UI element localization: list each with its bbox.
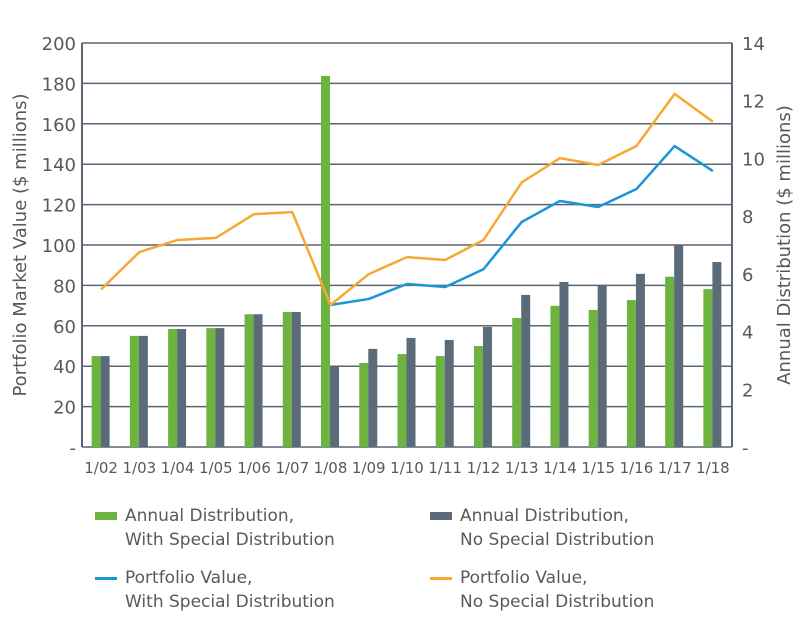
x-tick-label: 1/10 bbox=[390, 459, 424, 477]
bar-no-special bbox=[138, 335, 148, 447]
x-tick-label: 1/03 bbox=[123, 459, 157, 477]
bar-no-special bbox=[100, 356, 110, 447]
left-tick-label: 120 bbox=[42, 196, 76, 217]
bar-no-special bbox=[177, 328, 187, 447]
x-tick-label: 1/09 bbox=[352, 459, 386, 477]
line-with-special bbox=[330, 144, 714, 307]
left-tick-label: 180 bbox=[42, 74, 76, 95]
bar-no-special bbox=[406, 337, 416, 447]
left-tick-label: 80 bbox=[53, 276, 76, 297]
right-tick-label: - bbox=[742, 438, 749, 459]
legend-label: Portfolio Value, bbox=[125, 568, 253, 588]
bar-with-special bbox=[206, 328, 216, 447]
bar-with-special bbox=[435, 356, 445, 447]
left-tick-label: 100 bbox=[42, 236, 76, 257]
legend-line-swatch bbox=[95, 577, 117, 580]
x-tick-label: 1/11 bbox=[428, 459, 462, 477]
bar-with-special bbox=[473, 346, 483, 447]
legend-bar-swatch bbox=[95, 512, 117, 520]
bar-with-special bbox=[359, 363, 369, 447]
right-tick-label: 2 bbox=[742, 380, 753, 401]
x-tick-label: 1/14 bbox=[543, 459, 577, 477]
bar-no-special bbox=[521, 294, 531, 447]
right-tick-label: 12 bbox=[742, 92, 765, 113]
x-tick-label: 1/02 bbox=[84, 459, 118, 477]
bar-no-special bbox=[291, 311, 301, 447]
line-no-special bbox=[100, 92, 714, 307]
bar-with-special bbox=[321, 75, 331, 447]
bar-with-special bbox=[512, 318, 522, 447]
bar-with-special bbox=[397, 354, 407, 447]
left-tick-label: 160 bbox=[42, 115, 76, 136]
right-tick-label: 6 bbox=[742, 265, 753, 286]
right-tick-label: 14 bbox=[742, 34, 765, 55]
bar-no-special bbox=[597, 285, 607, 447]
bar-no-special bbox=[559, 281, 569, 447]
x-tick-label: 1/06 bbox=[237, 459, 271, 477]
left-tick-label: 40 bbox=[53, 357, 76, 378]
x-tick-label: 1/16 bbox=[620, 459, 654, 477]
legend-bar-swatch bbox=[430, 512, 452, 520]
bar-with-special bbox=[665, 276, 675, 447]
bar-no-special bbox=[444, 339, 454, 447]
x-tick-label: 1/13 bbox=[505, 459, 539, 477]
left-tick-label: - bbox=[70, 438, 77, 459]
left-tick-label: 200 bbox=[42, 34, 76, 55]
legend-label: No Special Distribution bbox=[460, 530, 655, 550]
legend-label: With Special Distribution bbox=[125, 530, 335, 550]
x-tick-label: 1/12 bbox=[467, 459, 501, 477]
bar-with-special bbox=[626, 300, 636, 447]
right-axis-title: Annual Distribution ($ millions) bbox=[774, 105, 795, 385]
x-tick-label: 1/08 bbox=[314, 459, 348, 477]
left-tick-label: 60 bbox=[53, 317, 76, 338]
left-tick-label: 20 bbox=[53, 398, 76, 419]
legend-line-swatch bbox=[430, 577, 452, 580]
x-tick-label: 1/15 bbox=[581, 459, 615, 477]
bar-no-special bbox=[674, 245, 684, 447]
bar-with-special bbox=[244, 314, 254, 447]
x-tick-label: 1/07 bbox=[275, 459, 309, 477]
bar-no-special bbox=[712, 262, 722, 447]
bar-no-special bbox=[635, 273, 645, 447]
legend-label: No Special Distribution bbox=[460, 592, 655, 612]
legend-label: Annual Distribution, bbox=[460, 506, 630, 526]
bar-no-special bbox=[330, 366, 340, 447]
right-tick-label: 4 bbox=[742, 323, 753, 344]
bar-with-special bbox=[703, 289, 713, 447]
right-tick-label: 10 bbox=[742, 149, 765, 170]
bar-no-special bbox=[253, 314, 263, 447]
x-tick-label: 1/04 bbox=[161, 459, 195, 477]
bar-with-special bbox=[550, 305, 560, 447]
bar-with-special bbox=[91, 356, 101, 447]
bar-with-special bbox=[588, 309, 598, 447]
x-tick-label: 1/18 bbox=[696, 459, 730, 477]
legend-label: Annual Distribution, bbox=[125, 506, 295, 526]
x-tick-label: 1/17 bbox=[658, 459, 692, 477]
bar-with-special bbox=[282, 311, 292, 447]
bar-no-special bbox=[482, 326, 492, 447]
bar-no-special bbox=[368, 348, 378, 447]
legend-label: With Special Distribution bbox=[125, 592, 335, 612]
x-tick-label: 1/05 bbox=[199, 459, 233, 477]
right-tick-label: 8 bbox=[742, 207, 753, 228]
bar-no-special bbox=[215, 328, 225, 447]
bar-with-special bbox=[129, 335, 139, 447]
left-axis-title: Portfolio Market Value ($ millions) bbox=[10, 93, 31, 396]
bar-with-special bbox=[168, 328, 178, 447]
legend-label: Portfolio Value, bbox=[460, 568, 588, 588]
left-tick-label: 140 bbox=[42, 155, 76, 176]
